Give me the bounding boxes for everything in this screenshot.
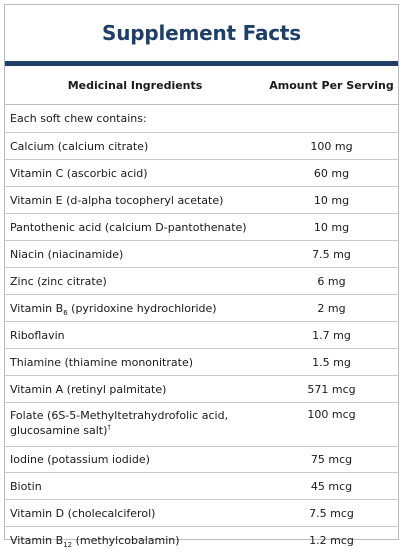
ingredient-name-text: Vitamin B [10,301,64,315]
table-row: Vitamin E (d-alpha tocopheryl acetate) 10… [5,187,398,214]
ingredient-name-text: Vitamin D (cholecalciferol) [10,506,156,520]
ingredient-amount: 7.5 mcg [309,506,354,520]
title-divider [5,61,398,66]
ingredient-name: Biotin [5,479,265,494]
ingredient-name: Calcium (calcium citrate) [5,139,265,154]
table-row: Zinc (zinc citrate) 6 mg [5,268,398,295]
ingredient-name: Vitamin B6 (pyridoxine hydrochloride) [5,301,265,317]
ingredient-name-suffix: (methylcobalamin) [72,534,180,547]
table-row: Niacin (niacinamide) 7.5 mg [5,241,398,268]
ingredient-name-text: Zinc (zinc citrate) [10,274,107,288]
amount-column-header: Amount Per Serving [269,78,394,92]
serving-intro: Each soft chew contains: [5,105,398,133]
ingredient-amount: 100 mg [310,139,353,153]
ingredient-name: Folate (6S-5-Methyltetrahydrofolic acid,… [5,403,265,438]
ingredient-amount: 1.5 mg [312,355,351,369]
ingredient-name-text: Niacin (niacinamide) [10,247,124,261]
table-row: Folate (6S-5-Methyltetrahydrofolic acid,… [5,403,398,447]
ingredient-name-text: Riboflavin [10,328,65,342]
ingredient-amount: 571 mcg [307,382,356,396]
ingredient-name: Riboflavin [5,328,265,343]
ingredient-name: Niacin (niacinamide) [5,247,265,262]
ingredient-name: Pantothenic acid (calcium D-pantothenate… [5,220,265,235]
ingredient-name-text: Pantothenic acid (calcium D-pantothenate… [10,220,247,234]
ingredient-amount: 1.2 mcg [309,534,354,547]
ingredient-amount: 60 mg [313,166,350,180]
ingredient-name: Vitamin A (retinyl palmitate) [5,382,265,397]
ingredients-column-header: Medicinal Ingredients [67,78,203,92]
ingredient-list: Calcium (calcium citrate) 100 mg Vitamin C… [5,133,398,554]
ingredient-name-text: Folate (6S-5-Methyltetrahydrofolic acid,… [10,409,229,437]
ingredient-name: Vitamin E (d-alpha tocopheryl acetate) [5,193,265,208]
ingredient-subscript: 6 [63,308,68,317]
ingredient-amount: 10 mg [313,193,350,207]
ingredient-amount: 6 mg [317,274,346,288]
footnote-marker: † [107,423,111,432]
ingredient-amount: 1.7 mg [312,328,351,342]
table-row: Thiamine (thiamine mononitrate) 1.5 mg [5,349,398,376]
ingredient-amount: 100 mcg [307,408,356,421]
panel-title: Supplement Facts [102,21,301,45]
ingredient-amount: 2 mg [317,301,346,315]
ingredient-name-text: Iodine (potassium iodide) [10,453,150,466]
ingredient-name: Thiamine (thiamine mononitrate) [5,355,265,370]
ingredient-subscript: 12 [63,541,73,550]
ingredient-amount: 10 mg [313,220,350,234]
table-row: Calcium (calcium citrate) 100 mg [5,133,398,160]
ingredient-name-suffix: (pyridoxine hydrochloride) [67,301,217,315]
table-header: Medicinal Ingredients Amount Per Serving [5,66,398,105]
table-row: Vitamin B6 (pyridoxine hydrochloride) 2 m… [5,295,398,322]
ingredient-name-text: Vitamin B [10,534,64,547]
table-row: Riboflavin 1.7 mg [5,322,398,349]
ingredient-name-text: Vitamin A (retinyl palmitate) [10,382,167,396]
table-row: Vitamin D (cholecalciferol) 7.5 mcg [5,500,398,527]
table-row: Vitamin C (ascorbic acid) 60 mg [5,160,398,187]
ingredient-amount: 45 mcg [310,479,353,493]
ingredient-name-text: Vitamin C (ascorbic acid) [10,166,148,180]
table-row: Iodine (potassium iodide) 75 mcg [5,447,398,473]
table-row: Biotin 45 mcg [5,473,398,500]
ingredient-name-text: Thiamine (thiamine mononitrate) [10,355,193,369]
table-row: Pantothenic acid (calcium D-pantothenate… [5,214,398,241]
ingredient-name-text: Calcium (calcium citrate) [10,139,149,153]
ingredient-name: Vitamin D (cholecalciferol) [5,506,265,521]
ingredient-name: Vitamin C (ascorbic acid) [5,166,265,181]
ingredient-name-text: Biotin [10,479,42,493]
ingredient-amount: 75 mcg [310,453,353,466]
ingredient-amount: 7.5 mg [312,247,351,261]
table-row: Vitamin A (retinyl palmitate) 571 mcg [5,376,398,403]
ingredient-name: Iodine (potassium iodide) [5,452,265,467]
ingredient-name: Zinc (zinc citrate) [5,274,265,289]
table-row: Vitamin B12 (methylcobalamin) 1.2 mcg [5,527,398,554]
ingredient-name-text: Vitamin E (d-alpha tocopheryl acetate) [10,193,224,207]
supplement-facts-panel: Supplement Facts Medicinal Ingredients A… [4,4,399,549]
ingredient-name: Vitamin B12 (methylcobalamin) [5,533,265,550]
